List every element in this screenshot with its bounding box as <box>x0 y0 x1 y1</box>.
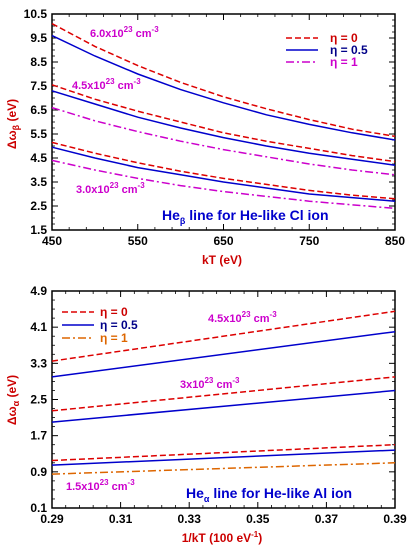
bottom-series-line-1 <box>51 330 396 378</box>
bottom-x-axis-label: 1/kT (100 eV-1) <box>182 530 263 545</box>
bottom-x-tick-label-4: 0.37 <box>315 512 339 526</box>
top-y-tick-label-6: 7.5 <box>30 79 47 93</box>
bottom-series-line-2 <box>51 376 396 412</box>
bottom-y-tick-label-4: 3.3 <box>30 356 47 370</box>
bottom-annotation-2: 1.5x1023 cm-3 <box>66 478 135 493</box>
top-x-tick-label-4: 850 <box>385 234 405 248</box>
bottom-y-tick-label-2: 1.7 <box>30 429 47 443</box>
top-ticks: 450 550 650 750 850 1.5 2.5 3.5 4.5 5.5 6.5 7.5 8.5 9… <box>24 7 406 248</box>
top-x-tick-label-2: 650 <box>213 234 233 248</box>
bottom-x-tick-label-2: 0.33 <box>178 512 202 526</box>
bottom-legend: η = 0 η = 0.5 η = 1 <box>62 305 138 345</box>
top-series-line-6 <box>51 146 396 202</box>
top-y-axis-label: Δωβ (eV) <box>5 99 21 149</box>
top-series-line-0 <box>51 22 396 138</box>
bottom-chart: 0.29 0.31 0.33 0.35 0.37 0.39 0.1 0.9 1.7 2.5 3.3 4… <box>5 284 407 545</box>
top-series <box>51 22 396 210</box>
bottom-y-tick-label-0: 0.1 <box>30 501 47 515</box>
bottom-x-tick-label-5: 0.39 <box>383 512 407 526</box>
top-series-line-1 <box>51 34 396 141</box>
bottom-annotation-0: 4.5x1023 cm-3 <box>208 310 277 325</box>
top-x-axis-label: kT (eV) <box>202 253 242 267</box>
top-series-line-4 <box>51 106 396 176</box>
bottom-y-tick-label-1: 0.9 <box>30 465 47 479</box>
bottom-series-line-4 <box>51 443 396 462</box>
bottom-ticks: 0.29 0.31 0.33 0.35 0.37 0.39 0.1 0.9 1.7 2.5 3.3 4… <box>30 284 407 526</box>
top-chart: 450 550 650 750 850 1.5 2.5 3.5 4.5 5.5 6.5 7.5 8.5 9… <box>5 7 405 267</box>
bottom-series-line-3 <box>51 389 396 423</box>
top-y-tick-label-7: 8.5 <box>30 55 47 69</box>
top-legend: η = 0 η = 0.5 η = 1 <box>286 31 368 69</box>
bottom-y-tick-label-5: 4.1 <box>30 320 47 334</box>
top-annotation-2: 3.0x1023 cm-3 <box>76 181 145 196</box>
top-annotation-1: 4.5x1023 cm-3 <box>72 77 141 92</box>
bottom-y-axis-label: Δωα (eV) <box>5 375 21 425</box>
top-x-tick-label-0: 450 <box>42 234 62 248</box>
top-series-line-5 <box>51 141 396 200</box>
bottom-legend-label-0: η = 0 <box>100 305 128 319</box>
top-y-tick-label-4: 5.5 <box>30 127 47 141</box>
bottom-series-line-6 <box>51 462 396 475</box>
bottom-series-line-0 <box>51 310 396 362</box>
bottom-y-tick-label-3: 2.5 <box>30 393 47 407</box>
top-y-tick-label-9: 10.5 <box>24 7 48 21</box>
bottom-x-tick-label-1: 0.31 <box>109 512 133 526</box>
top-y-tick-label-0: 1.5 <box>30 223 47 237</box>
bottom-x-tick-label-0: 0.29 <box>40 512 64 526</box>
bottom-series <box>51 310 396 475</box>
top-legend-label-1: η = 0.5 <box>330 43 368 57</box>
top-x-tick-label-3: 750 <box>299 234 319 248</box>
bottom-legend-label-2: η = 1 <box>100 331 128 345</box>
bottom-annotation-1: 3x1023 cm-3 <box>180 376 240 391</box>
top-y-tick-label-2: 3.5 <box>30 175 47 189</box>
top-x-tick-label-1: 550 <box>128 234 148 248</box>
top-legend-label-2: η = 1 <box>330 55 358 69</box>
top-series-line-3 <box>51 90 396 166</box>
top-series-line-7 <box>51 159 396 210</box>
bottom-x-tick-label-3: 0.35 <box>246 512 270 526</box>
bottom-y-tick-label-6: 4.9 <box>30 284 47 298</box>
bottom-legend-label-1: η = 0.5 <box>100 318 138 332</box>
top-annotation-0: 6.0x1023 cm-3 <box>90 25 159 40</box>
top-y-tick-label-5: 6.5 <box>30 103 47 117</box>
bottom-series-line-5 <box>51 449 396 466</box>
top-legend-label-0: η = 0 <box>330 31 358 45</box>
bottom-caption: Heα line for He-like Al ion <box>186 485 352 504</box>
top-caption: Heβ line for He-like Cl ion <box>162 207 329 226</box>
top-y-tick-label-1: 2.5 <box>30 199 47 213</box>
top-y-tick-label-3: 4.5 <box>30 151 47 165</box>
top-y-tick-label-8: 9.5 <box>30 31 47 45</box>
